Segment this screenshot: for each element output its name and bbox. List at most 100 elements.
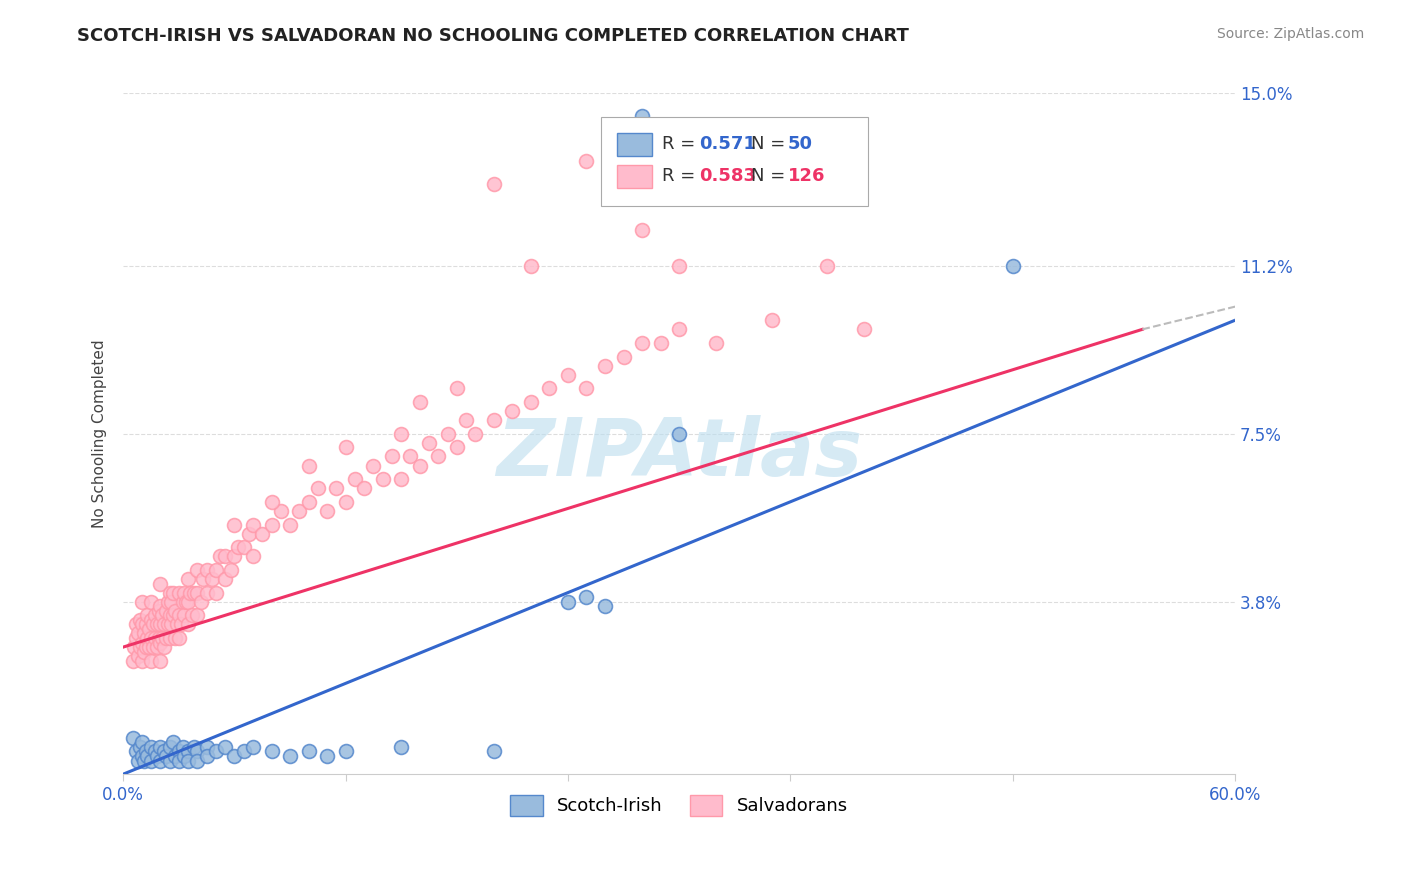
Point (214, 549, 236, 564)
Point (418, 435, 440, 450)
Point (153, 640, 176, 654)
Point (162, 608, 184, 623)
Point (177, 572, 200, 586)
Point (183, 585, 205, 599)
Point (316, 749, 339, 764)
Point (186, 754, 208, 768)
Point (135, 617, 157, 632)
Text: 50: 50 (789, 136, 813, 153)
Point (125, 617, 148, 632)
Text: R =: R = (662, 136, 702, 153)
Point (214, 739, 236, 754)
Point (145, 617, 167, 632)
Point (176, 595, 198, 609)
Point (427, 450, 450, 464)
Point (125, 744, 148, 758)
Point (482, 744, 505, 758)
Point (139, 595, 162, 609)
Point (142, 617, 165, 632)
Point (159, 754, 181, 768)
Point (127, 649, 149, 664)
Point (129, 613, 152, 627)
Point (242, 517, 264, 532)
Point (208, 549, 231, 564)
Point (145, 640, 167, 654)
Point (260, 517, 283, 532)
Point (143, 608, 166, 623)
Point (232, 540, 254, 554)
Point (704, 336, 727, 351)
Point (127, 754, 149, 768)
Point (159, 608, 181, 623)
Point (167, 631, 190, 645)
Point (195, 749, 218, 764)
Point (436, 426, 458, 441)
Point (186, 744, 208, 758)
Point (242, 739, 264, 754)
Point (575, 154, 598, 169)
Point (162, 585, 184, 599)
Point (761, 313, 783, 327)
Y-axis label: No Schooling Completed: No Schooling Completed (93, 340, 107, 528)
Point (363, 458, 385, 473)
Point (139, 754, 162, 768)
Point (129, 640, 152, 654)
Point (173, 608, 195, 623)
Point (143, 744, 166, 758)
Text: SCOTCH-IRISH VS SALVADORAN NO SCHOOLING COMPLETED CORRELATION CHART: SCOTCH-IRISH VS SALVADORAN NO SCHOOLING … (77, 27, 910, 45)
Point (149, 739, 172, 754)
Point (125, 631, 148, 645)
Point (150, 608, 173, 623)
Text: N =: N = (751, 168, 792, 186)
Point (575, 381, 598, 395)
Point (454, 413, 477, 427)
Point (167, 585, 190, 599)
Point (446, 441, 468, 455)
Text: 0.571: 0.571 (699, 136, 756, 153)
Point (131, 749, 153, 764)
Point (575, 590, 598, 604)
Point (409, 458, 432, 473)
Point (1001, 259, 1024, 273)
Point (853, 322, 876, 336)
Point (520, 395, 543, 409)
Point (155, 604, 177, 618)
Point (139, 631, 162, 645)
Point (238, 526, 260, 541)
Point (219, 563, 242, 577)
Point (316, 504, 339, 518)
Text: R =: R = (662, 168, 702, 186)
Point (132, 626, 155, 640)
Point (159, 739, 181, 754)
Point (186, 585, 208, 599)
Point (224, 749, 246, 764)
Point (142, 640, 165, 654)
Point (343, 472, 366, 486)
Point (131, 617, 153, 632)
Point (177, 595, 200, 609)
Point (226, 540, 249, 554)
Point (132, 754, 155, 768)
Point (668, 426, 690, 441)
Point (214, 572, 236, 586)
Point (150, 631, 173, 645)
Point (631, 336, 654, 351)
Point (156, 595, 179, 609)
Point (557, 595, 579, 609)
Point (149, 617, 172, 632)
Point (167, 608, 190, 623)
Point (195, 739, 218, 754)
Point (389, 739, 412, 754)
Point (183, 739, 205, 754)
Point (139, 739, 162, 754)
Point (205, 585, 228, 599)
Point (252, 526, 274, 541)
Point (190, 595, 212, 609)
Text: N =: N = (751, 136, 792, 153)
Point (297, 744, 319, 758)
Point (371, 472, 394, 486)
Point (297, 495, 319, 509)
Point (131, 654, 153, 668)
Point (124, 640, 146, 654)
Point (160, 595, 183, 609)
